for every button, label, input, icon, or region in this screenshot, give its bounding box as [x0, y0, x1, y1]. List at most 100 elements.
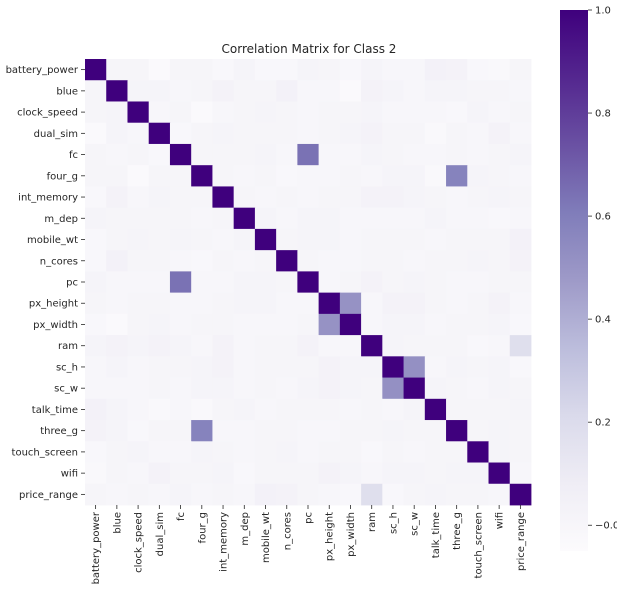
heatmap-cell-int_memory-m_dep — [233, 186, 256, 209]
heatmap-cell-m_dep-battery_power — [85, 207, 107, 230]
heatmap-cell-sc_w-m_dep — [233, 377, 256, 400]
y-tick-label-pc: pc — [66, 278, 78, 289]
heatmap-cell-three_g-clock_speed — [127, 420, 150, 442]
heatmap-cell-dual_sim-m_dep — [233, 122, 256, 145]
y-tick-label-ram: ram — [58, 341, 78, 352]
heatmap-cell-sc_w-int_memory — [212, 377, 235, 400]
heatmap-cell-battery_power-ram — [361, 59, 383, 81]
heatmap-cell-four_g-dual_sim — [148, 165, 171, 187]
heatmap-cell-price_range-sc_w — [403, 483, 426, 506]
y-tick-label-clock_speed: clock_speed — [17, 108, 78, 119]
heatmap-cell-pc-int_memory — [212, 271, 235, 294]
heatmap-cell-dual_sim-n_cores — [276, 122, 298, 145]
heatmap-cell-three_g-ram — [361, 420, 383, 442]
x-tick-label-sc_w: sc_w — [410, 512, 421, 536]
heatmap-cell-dual_sim-talk_time — [424, 122, 447, 145]
heatmap-cell-clock_speed-mobile_wt — [254, 101, 277, 124]
heatmap-cell-three_g-talk_time — [424, 420, 447, 442]
heatmap-cell-fc-pc — [297, 143, 320, 166]
heatmap-cell-n_cores-m_dep — [233, 250, 256, 272]
heatmap-cell-fc-px_width — [339, 143, 362, 166]
heatmap-cell-three_g-px_height — [318, 420, 341, 442]
heatmap-cell-sc_h-pc — [297, 356, 320, 378]
heatmap-cell-sc_h-touch_screen — [467, 356, 489, 378]
heatmap-cell-m_dep-sc_h — [382, 207, 404, 230]
heatmap-cell-touch_screen-pc — [297, 441, 320, 463]
heatmap-cell-four_g-fc — [169, 165, 192, 187]
heatmap-cell-pc-talk_time — [424, 271, 447, 294]
heatmap-cell-n_cores-battery_power — [85, 250, 107, 272]
heatmap-cell-pc-sc_w — [403, 271, 426, 294]
x-tick-label-blue: blue — [112, 512, 123, 534]
x-tick-label-price_range: price_range — [516, 512, 527, 571]
colorbar-tick-label-2: 0.4 — [595, 315, 611, 326]
heatmap-cell-mobile_wt-fc — [169, 228, 192, 251]
heatmap-cell-battery_power-n_cores — [276, 59, 298, 81]
heatmap-cell-battery_power-three_g — [446, 59, 468, 81]
colorbar-tick-label-1: 0.2 — [595, 418, 611, 429]
heatmap-cell-dual_sim-sc_w — [403, 122, 426, 145]
heatmap-cell-blue-px_height — [318, 80, 341, 102]
x-tick-label-three_g: three_g — [452, 512, 463, 550]
heatmap-cell-m_dep-pc — [297, 207, 320, 230]
heatmap-cell-fc-three_g — [446, 143, 468, 166]
heatmap-cell-m_dep-fc — [169, 207, 192, 230]
heatmap-cell-mobile_wt-three_g — [446, 228, 468, 251]
y-tick-label-sc_w: sc_w — [54, 384, 78, 395]
heatmap-cell-sc_h-talk_time — [424, 356, 447, 378]
heatmap-cell-touch_screen-px_width — [339, 441, 362, 463]
heatmap-cell-four_g-four_g — [191, 165, 213, 187]
heatmap-cell-battery_power-pc — [297, 59, 320, 81]
heatmap-cell-n_cores-mobile_wt — [254, 250, 277, 272]
heatmap-cell-pc-ram — [361, 271, 383, 294]
heatmap-cell-talk_time-sc_h — [382, 398, 404, 421]
heatmap-cell-sc_w-sc_w — [403, 377, 426, 400]
heatmap-cell-three_g-int_memory — [212, 420, 235, 442]
heatmap-cell-dual_sim-battery_power — [85, 122, 107, 145]
heatmap-cell-wifi-m_dep — [233, 462, 256, 485]
heatmap-cell-sc_w-ram — [361, 377, 383, 400]
heatmap-cell-talk_time-px_width — [339, 398, 362, 421]
heatmap-cell-m_dep-dual_sim — [148, 207, 171, 230]
heatmap-cell-pc-price_range — [509, 271, 532, 294]
heatmap-cell-talk_time-px_height — [318, 398, 341, 421]
heatmap-cell-talk_time-wifi — [488, 398, 511, 421]
colorbar-tick-label-5: 1.0 — [595, 6, 611, 17]
heatmap-cell-int_memory-px_width — [339, 186, 362, 209]
x-tick-label-m_dep: m_dep — [240, 512, 251, 546]
heatmap-cell-sc_h-n_cores — [276, 356, 298, 378]
heatmap-cell-px_height-wifi — [488, 292, 511, 315]
heatmap-cell-price_range-px_width — [339, 483, 362, 506]
heatmap-cell-px_width-sc_h — [382, 313, 404, 336]
heatmap-cell-sc_w-price_range — [509, 377, 532, 400]
heatmap-cell-battery_power-fc — [169, 59, 192, 81]
heatmap-cell-blue-battery_power — [85, 80, 107, 102]
heatmap-cell-mobile_wt-touch_screen — [467, 228, 489, 251]
heatmap-cell-sc_h-three_g — [446, 356, 468, 378]
heatmap-cell-int_memory-mobile_wt — [254, 186, 277, 209]
heatmap-cell-mobile_wt-px_width — [339, 228, 362, 251]
heatmap-cell-talk_time-four_g — [191, 398, 213, 421]
x-tick-label-four_g: four_g — [197, 512, 208, 543]
heatmap-cell-sc_w-four_g — [191, 377, 213, 400]
heatmap-cell-talk_time-pc — [297, 398, 320, 421]
x-tick-label-touch_screen: touch_screen — [473, 512, 484, 578]
heatmap-cell-clock_speed-dual_sim — [148, 101, 171, 124]
heatmap-cell-n_cores-three_g — [446, 250, 468, 272]
x-tick-label-n_cores: n_cores — [282, 512, 293, 550]
heatmap-cell-px_width-px_height — [318, 313, 341, 336]
heatmap-cell-ram-clock_speed — [127, 335, 150, 357]
heatmap-cell-wifi-mobile_wt — [254, 462, 277, 485]
heatmap-cell-price_range-pc — [297, 483, 320, 506]
heatmap-cell-n_cores-px_height — [318, 250, 341, 272]
heatmap-cell-pc-clock_speed — [127, 271, 150, 294]
heatmap-cell-sc_w-px_height — [318, 377, 341, 400]
heatmap-cell-px_height-px_width — [339, 292, 362, 315]
heatmap-cell-clock_speed-blue — [106, 101, 128, 124]
heatmap-cell-dual_sim-four_g — [191, 122, 213, 145]
heatmap-cell-fc-px_height — [318, 143, 341, 166]
heatmap-cell-n_cores-pc — [297, 250, 320, 272]
heatmap-cell-sc_h-ram — [361, 356, 383, 378]
heatmap-cell-fc-n_cores — [276, 143, 298, 166]
heatmap-cell-dual_sim-price_range — [509, 122, 532, 145]
